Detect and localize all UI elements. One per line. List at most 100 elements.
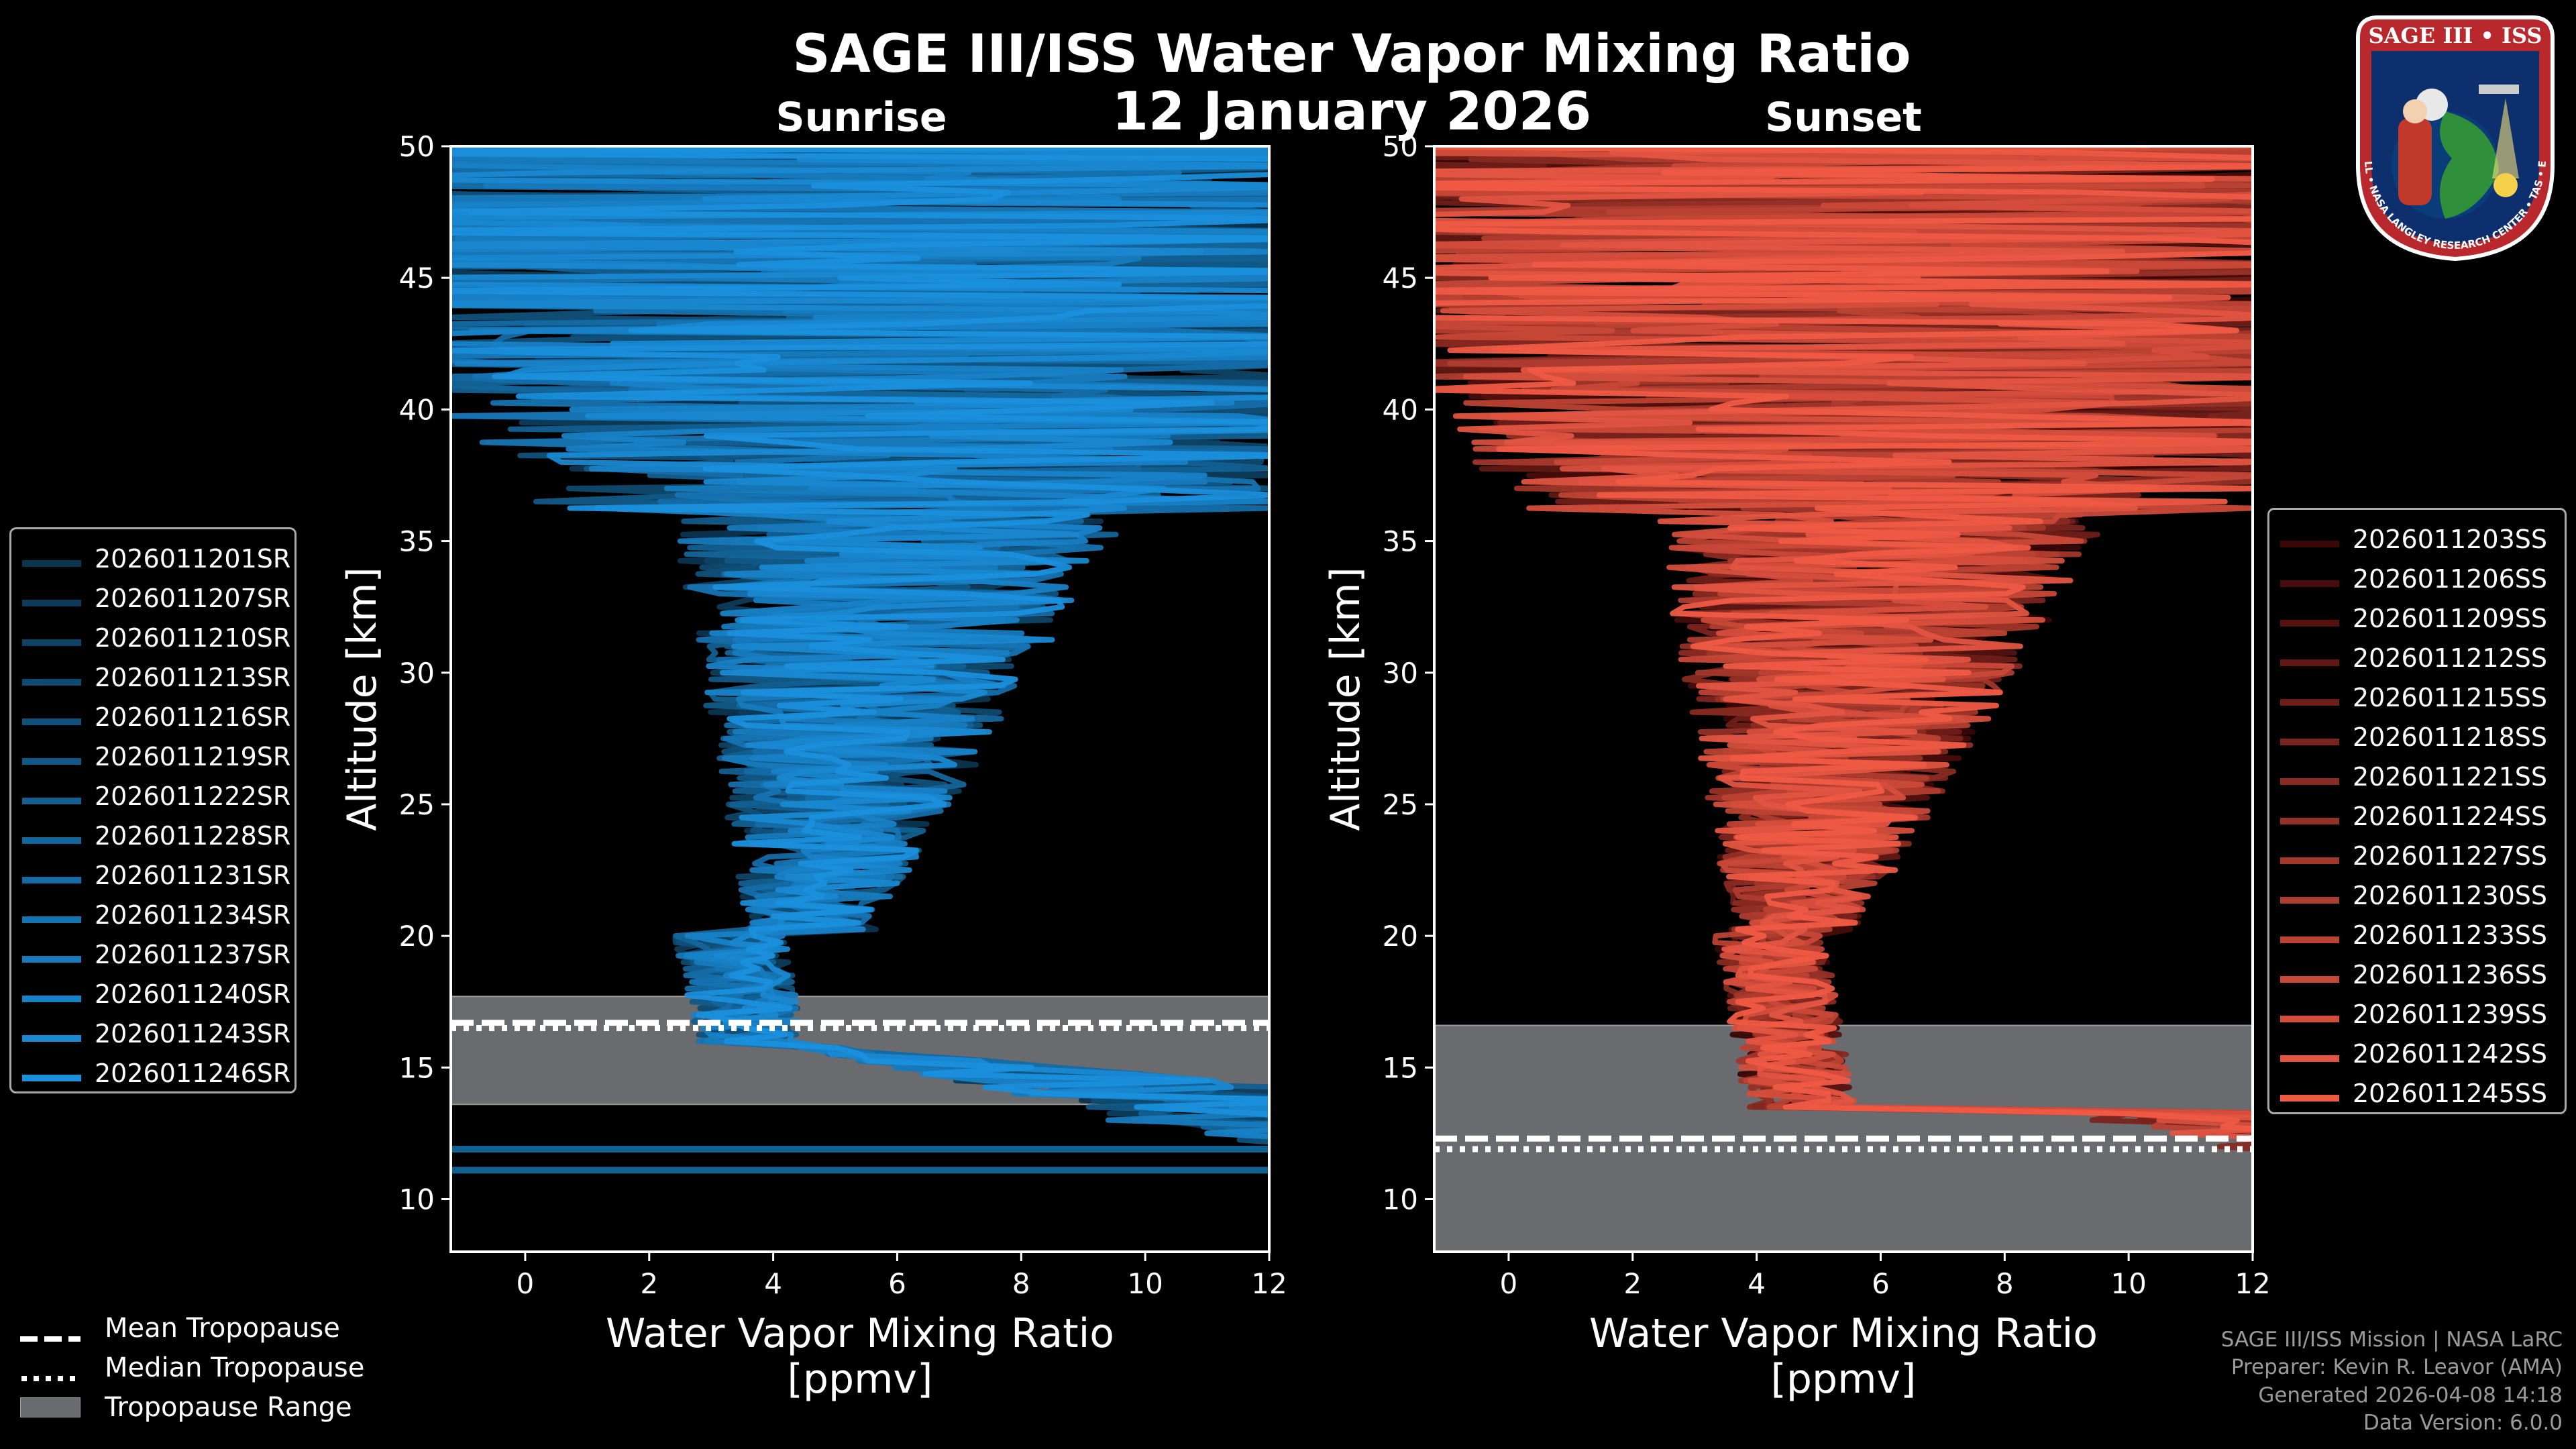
legend-item-2026011218SS: 2026011218SS: [2353, 722, 2548, 752]
legend-swatch: [2280, 541, 2339, 547]
y-tick-label: 10: [1383, 1183, 1418, 1216]
legend-mean-tropopause: Mean Tropopause: [20, 1308, 364, 1348]
x-tick-label: 12: [2235, 1267, 2270, 1300]
legend-swatch: [2280, 620, 2339, 627]
x-tick-label: 12: [1251, 1267, 1287, 1300]
profile-2026011246SR: [451, 146, 1269, 1118]
legend-item-2026011239SS: 2026011239SS: [2353, 1000, 2548, 1029]
legend-item-2026011237SR: 2026011237SR: [95, 940, 291, 969]
legend-range-label: Tropopause Range: [105, 1391, 352, 1423]
legend-item-2026011210SR: 2026011210SR: [95, 623, 291, 653]
sunset-plot: 0 2 4 6 8 10 12 10 15 20 25 30 35 40 45 50 Water Vapor M…: [1322, 130, 2271, 1403]
legend-item-2026011221SS: 2026011221SS: [2353, 762, 2548, 792]
x-axis-label: Water Vapor Mixing Ratio: [1589, 1310, 2098, 1357]
legend-item-2026011231SR: 2026011231SR: [95, 861, 291, 890]
legend-item-2026011213SR: 2026011213SR: [95, 663, 291, 692]
legend-item-2026011243SR: 2026011243SR: [95, 1019, 291, 1049]
y-tick-label: 20: [1383, 920, 1418, 953]
legend-swatch: [2280, 897, 2339, 904]
legend-swatch: [22, 916, 81, 923]
legend-item-2026011240SR: 2026011240SR: [95, 979, 291, 1009]
legend-swatch: [2280, 659, 2339, 666]
gray-box-icon: [20, 1397, 80, 1417]
tropopause-legend: Mean Tropopause Median Tropopause Tropop…: [20, 1308, 364, 1427]
legend-swatch: [2280, 699, 2339, 706]
legend-tropopause-range: Tropopause Range: [20, 1387, 364, 1427]
legend-item-2026011206SS: 2026011206SS: [2353, 564, 2548, 594]
x-tick-label: 0: [517, 1267, 535, 1300]
logo-title: SAGE III • ISS: [2369, 23, 2542, 48]
y-tick-label: 50: [399, 130, 435, 163]
y-tick-label: 40: [399, 393, 435, 426]
credits-mission: SAGE III/ISS Mission | NASA LaRC: [2220, 1328, 2563, 1352]
legend-swatch: [22, 798, 81, 804]
chart-date: 12 January 2026: [1112, 82, 1592, 142]
legend-swatch: [22, 758, 81, 765]
x-tick-label: 10: [2110, 1267, 2146, 1300]
x-tick-label: 6: [1872, 1267, 1890, 1300]
legend-swatch: [2280, 778, 2339, 785]
legend-item-2026011224SS: 2026011224SS: [2353, 802, 2548, 831]
credits-version: Data Version: 6.0.0: [2363, 1410, 2563, 1435]
x-tick-label: 0: [1500, 1267, 1518, 1300]
y-axis-label: Altitude [km]: [339, 567, 386, 831]
x-tick-label: 6: [888, 1267, 906, 1300]
legend-swatch: [22, 1035, 81, 1042]
legend-swatch: [22, 718, 81, 725]
plot-frame: [449, 145, 1271, 1253]
legend-median-tropopause: Median Tropopause: [20, 1348, 364, 1387]
plot-frame: [1433, 145, 2254, 1253]
legend-item-2026011212SS: 2026011212SS: [2353, 643, 2548, 673]
sunrise-panel-label: Sunrise: [775, 94, 947, 141]
sunset-legend: 2026011203SS 2026011206SS 2026011209SS 2026…: [2267, 508, 2567, 1114]
y-tick-label: 35: [399, 525, 435, 558]
legend-swatch: [22, 837, 81, 844]
x-axis-units: [ppmv]: [788, 1356, 933, 1403]
y-tick-label: 15: [399, 1051, 435, 1084]
x-tick-label: 4: [1748, 1267, 1766, 1300]
plot-clip-group: [1434, 146, 2253, 1252]
x-tick-label: 2: [640, 1267, 658, 1300]
legend-item-2026011203SS: 2026011203SS: [2353, 525, 2548, 554]
legend-item-2026011216SR: 2026011216SR: [95, 702, 291, 732]
x-tick-label: 10: [1127, 1267, 1163, 1300]
legend-swatch: [2280, 818, 2339, 824]
y-axis-label: Altitude [km]: [1322, 567, 1369, 831]
legend-swatch: [22, 1075, 81, 1081]
legend-swatch: [22, 639, 81, 646]
y-tick-label: 40: [1383, 393, 1418, 426]
legend-swatch: [22, 956, 81, 963]
sunrise-plot: 0 2 4 6 8 10 12 10 15 20 25 30 35 40 45 50 Water Vapor M…: [339, 130, 1287, 1403]
legend-swatch: [22, 600, 81, 606]
legend-item-2026011246SR: 2026011246SR: [95, 1059, 291, 1088]
legend-item-2026011245SS: 2026011245SS: [2353, 1079, 2548, 1108]
legend-median-label: Median Tropopause: [105, 1352, 365, 1383]
legend-item-2026011242SS: 2026011242SS: [2353, 1039, 2548, 1069]
legend-item-2026011207SR: 2026011207SR: [95, 584, 291, 613]
y-tick-label: 50: [1383, 130, 1418, 163]
profile-2026011245SS: [1434, 146, 2253, 1132]
legend-swatch: [2280, 1055, 2339, 1062]
dashed-line-icon: [20, 1322, 80, 1342]
legend-item-2026011219SR: 2026011219SR: [95, 742, 291, 771]
legend-swatch: [22, 679, 81, 686]
legend-item-2026011227SS: 2026011227SS: [2353, 841, 2548, 871]
legend-swatch: [2280, 936, 2339, 943]
y-tick-label: 35: [1383, 525, 1418, 558]
y-tick-label: 30: [399, 657, 435, 690]
credits: SAGE III/ISS Mission | NASA LaRC Prepare…: [2221, 1326, 2563, 1437]
x-tick-label: 2: [1623, 1267, 1642, 1300]
sage-iii-iss-logo: SAGE III • ISS BALL • NASA LANGLEY RESEA…: [2345, 11, 2555, 262]
legend-swatch: [2280, 739, 2339, 745]
legend-item-2026011215SS: 2026011215SS: [2353, 683, 2548, 712]
legend-swatch: [2280, 976, 2339, 983]
legend-item-2026011234SR: 2026011234SR: [95, 900, 291, 930]
y-tick-label: 20: [399, 920, 435, 953]
legend-item-2026011222SR: 2026011222SR: [95, 782, 291, 811]
legend-item-2026011230SS: 2026011230SS: [2353, 881, 2548, 910]
sunset-panel-label: Sunset: [1765, 94, 1922, 141]
y-tick-label: 25: [399, 788, 435, 821]
legend-item-2026011236SS: 2026011236SS: [2353, 960, 2548, 989]
legend-item-2026011233SS: 2026011233SS: [2353, 920, 2548, 950]
